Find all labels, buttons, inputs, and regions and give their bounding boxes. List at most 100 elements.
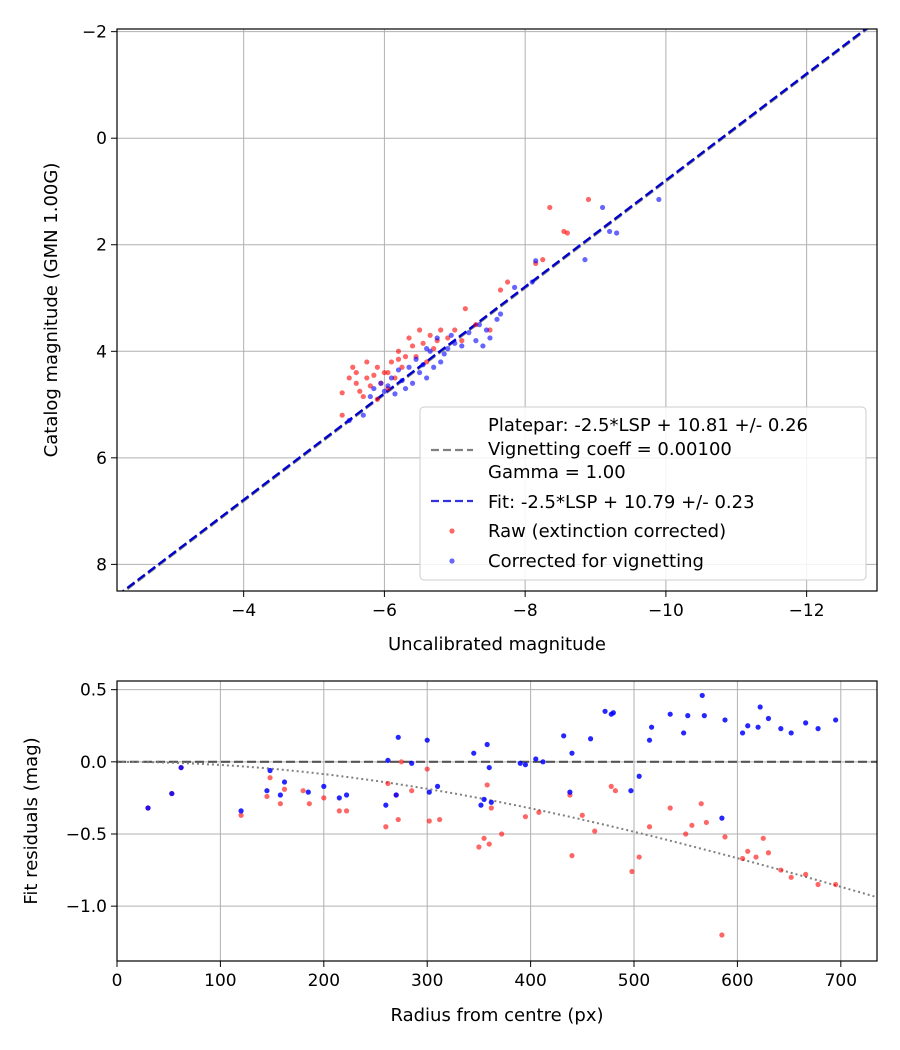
raw-point-residual xyxy=(592,828,598,834)
corrected-point-residual xyxy=(393,792,399,798)
bottom-x-tick-label: 600 xyxy=(721,971,753,991)
raw-point xyxy=(339,390,345,396)
corrected-point-residual xyxy=(305,789,311,795)
corrected-point-residual xyxy=(267,767,273,774)
corrected-point xyxy=(529,279,535,285)
corrected-point-residual xyxy=(803,720,809,726)
raw-point-residual xyxy=(629,868,635,875)
raw-point xyxy=(497,287,504,293)
corrected-point-residual xyxy=(409,760,415,766)
raw-point-residual xyxy=(703,819,709,826)
corrected-point xyxy=(599,204,606,211)
corrected-point-residual xyxy=(681,730,687,736)
corrected-point-residual xyxy=(522,762,529,768)
corrected-point-residual xyxy=(757,704,763,710)
bottom-x-tick-label: 400 xyxy=(514,971,546,991)
legend-platepar-line1: Platepar: -2.5*LSP + 10.81 +/- 0.26 xyxy=(488,415,808,436)
corrected-point xyxy=(424,346,430,352)
raw-point xyxy=(395,348,402,354)
raw-point-residual xyxy=(667,805,673,811)
raw-point-residual xyxy=(476,844,482,850)
raw-point-residual xyxy=(481,835,487,841)
raw-point-residual xyxy=(698,801,704,807)
corrected-point xyxy=(476,322,483,328)
corrected-point-residual xyxy=(685,713,691,719)
top-y-axis-label: Catalog magnitude (GMN 1.00G) xyxy=(41,163,62,458)
bottom-x-tick-label: 100 xyxy=(204,971,236,991)
legend-fit-label: Fit: -2.5*LSP + 10.79 +/- 0.23 xyxy=(488,492,755,513)
corrected-point xyxy=(480,343,486,349)
corrected-point xyxy=(367,393,373,400)
raw-point-residual xyxy=(765,850,772,856)
raw-point-residual xyxy=(636,854,642,860)
bottom-x-tick-label: 500 xyxy=(618,971,650,991)
corrected-point-residual xyxy=(321,783,327,789)
top-x-tick-label: −10 xyxy=(648,601,684,621)
raw-point-residual xyxy=(277,801,283,807)
corrected-point xyxy=(448,332,454,338)
bottom-gridlines xyxy=(116,681,877,961)
raw-point xyxy=(416,327,423,333)
top-y-tick-label: 4 xyxy=(96,342,107,362)
raw-point xyxy=(445,335,451,341)
corrected-point xyxy=(497,311,504,317)
bottom-x-tick-label: 200 xyxy=(308,971,340,991)
raw-point xyxy=(374,364,380,370)
corrected-point xyxy=(406,364,412,370)
raw-point xyxy=(402,354,409,360)
corrected-point-residual xyxy=(636,773,642,779)
corrected-point xyxy=(413,356,419,362)
raw-point-residual xyxy=(409,788,415,794)
corrected-point xyxy=(392,391,398,397)
corrected-point xyxy=(381,388,388,394)
corrected-point xyxy=(452,340,458,346)
corrected-point-residual xyxy=(383,802,389,808)
top-legend: Platepar: -2.5*LSP + 10.81 +/- 0.26 Vign… xyxy=(419,406,867,581)
corrected-point xyxy=(438,359,444,365)
corrected-point-residual xyxy=(628,788,634,794)
raw-point xyxy=(339,412,345,418)
raw-point-residual xyxy=(833,881,839,888)
bottom-axis-ticks: 0 100 200 300 400 500 600 700 0.5 0.0 −0.5 −1.0 xyxy=(66,681,857,991)
raw-point xyxy=(462,306,468,312)
legend-platepar-line3: Gamma = 1.00 xyxy=(488,462,626,483)
corrected-point-residual xyxy=(434,783,441,789)
raw-point-residual xyxy=(722,834,728,840)
raw-point xyxy=(399,364,405,370)
raw-point-residual xyxy=(426,818,432,824)
bottom-x-tick-label: 700 xyxy=(825,971,857,991)
residuals-chart: 0 100 200 300 400 500 600 700 0.5 0.0 −0.5 −1.0 Rad… xyxy=(21,680,878,1026)
corrected-point xyxy=(385,383,391,389)
corrected-point-residual xyxy=(517,760,523,766)
corrected-point-residual xyxy=(569,750,575,756)
top-axis-ticks: −4 −6 −8 −10 −12 −2 0 2 4 6 8 xyxy=(82,23,825,621)
corrected-point xyxy=(441,351,447,357)
raw-point xyxy=(353,380,359,386)
raw-point-residual xyxy=(745,848,751,854)
bottom-x-tick-label: 0 xyxy=(112,971,123,991)
raw-point-residual xyxy=(719,932,725,938)
raw-point-residual xyxy=(522,814,529,820)
top-scatter-points xyxy=(339,196,662,424)
raw-point xyxy=(388,359,395,365)
raw-point-residual xyxy=(437,816,443,823)
raw-point-residual xyxy=(300,788,306,794)
raw-point-residual xyxy=(383,824,389,830)
top-x-tick-label: −6 xyxy=(372,601,397,621)
raw-point-residual xyxy=(343,808,350,814)
corrected-point xyxy=(371,385,377,392)
raw-point-residual xyxy=(612,788,618,794)
corrected-point-residual xyxy=(169,790,175,797)
raw-point xyxy=(409,343,416,349)
bottom-reference-lines xyxy=(117,760,877,899)
corrected-point xyxy=(656,196,662,203)
corrected-point xyxy=(416,369,423,376)
corrected-point xyxy=(614,230,620,236)
bottom-y-tick-label: 0.5 xyxy=(80,681,107,701)
bottom-y-tick-label: −0.5 xyxy=(66,825,107,845)
raw-point xyxy=(395,356,402,362)
corrected-point-residual xyxy=(385,757,391,763)
corrected-point-residual xyxy=(646,737,653,743)
corrected-point-residual xyxy=(745,723,751,729)
raw-point-residual xyxy=(683,831,689,837)
